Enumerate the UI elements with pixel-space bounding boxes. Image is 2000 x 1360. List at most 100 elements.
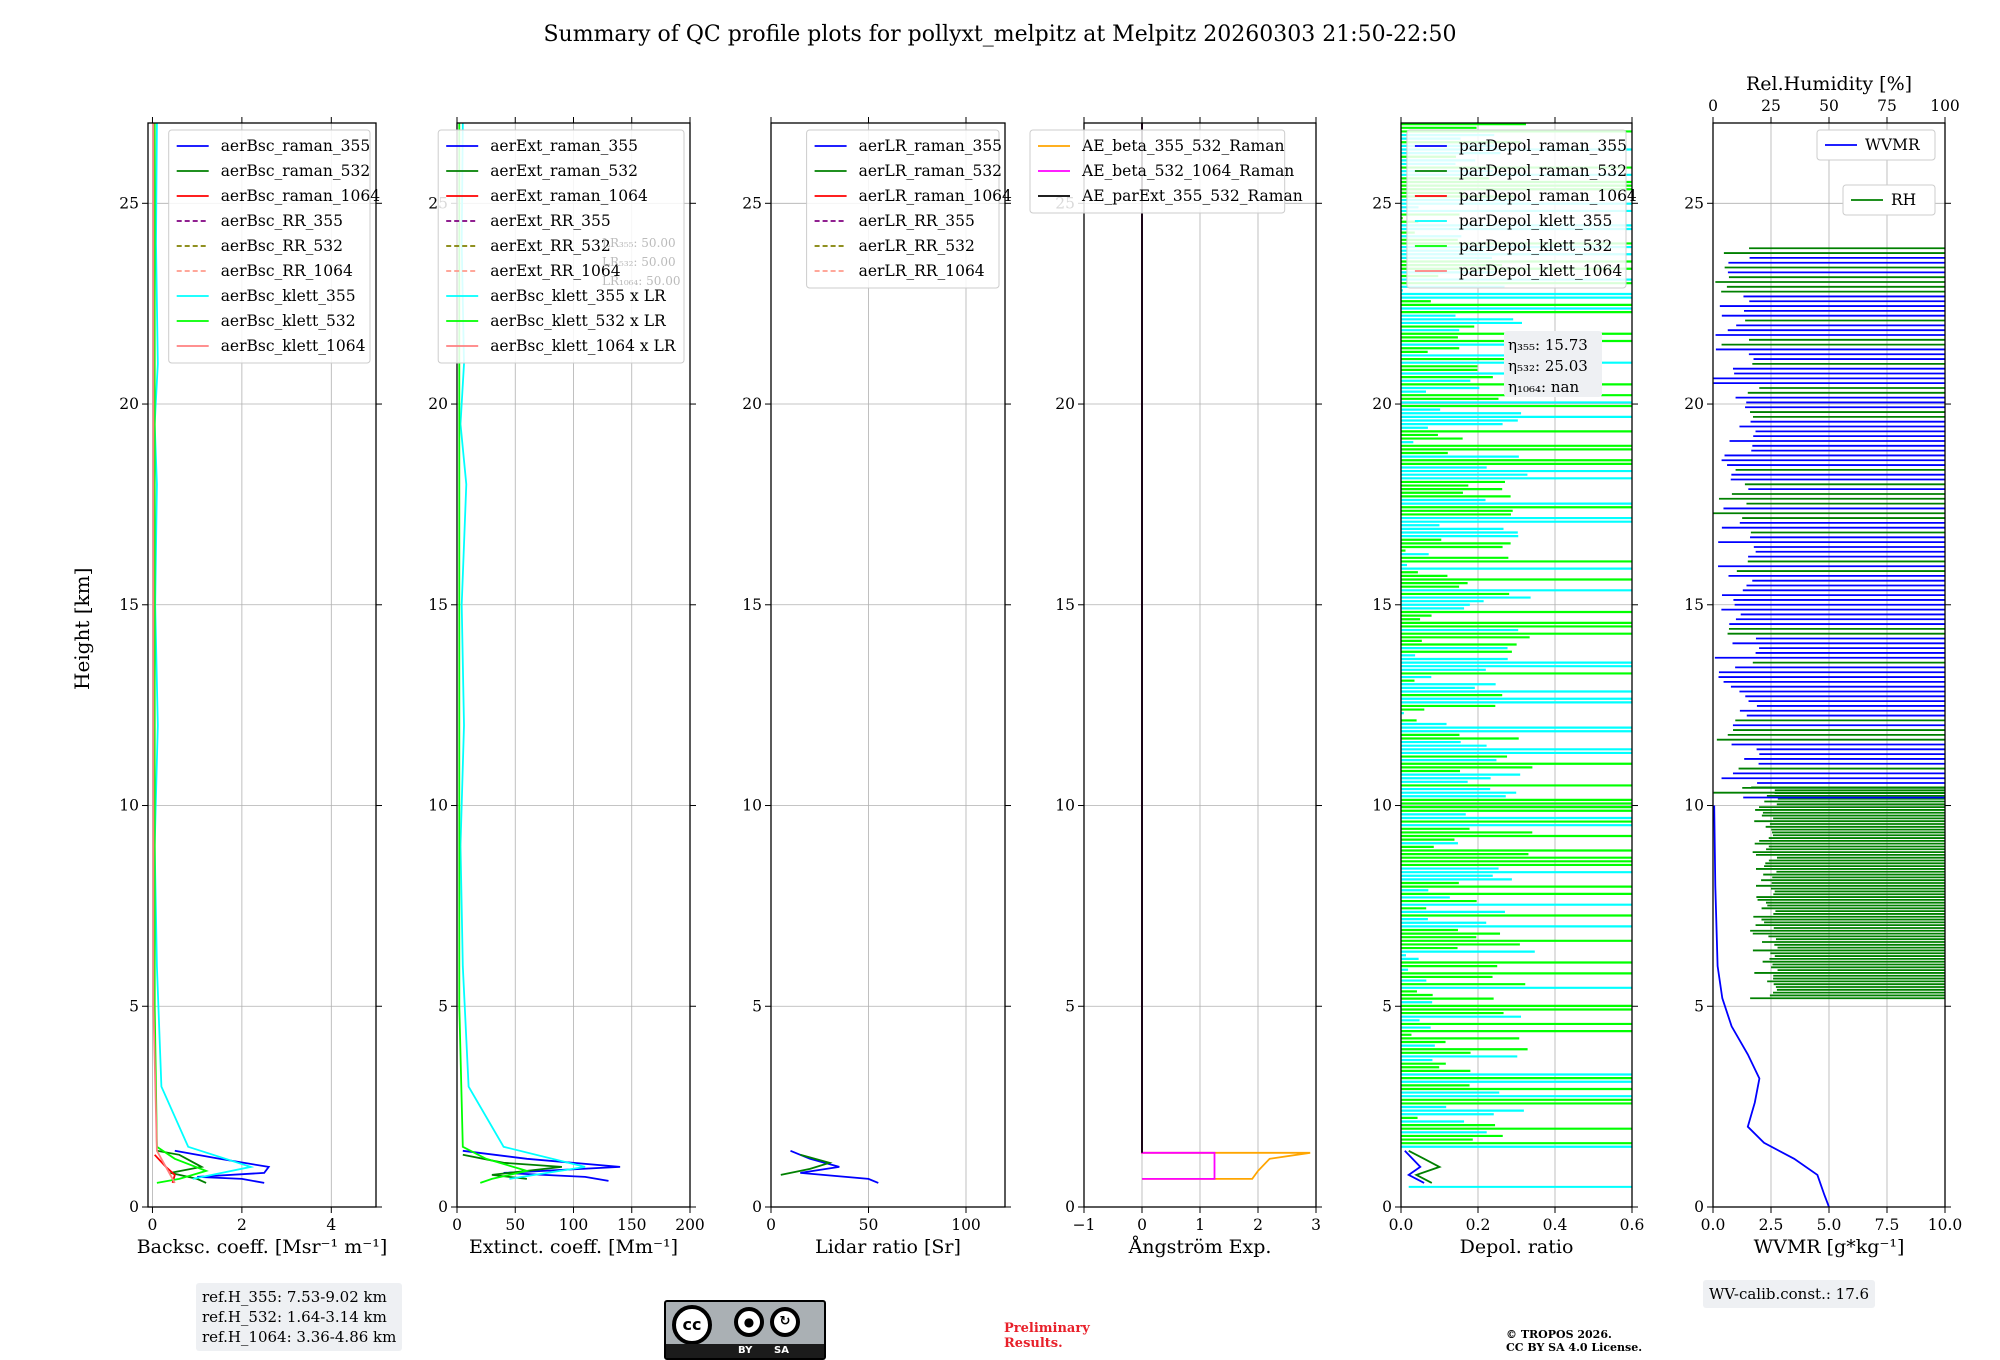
legend-label: aerBsc_klett_355 x LR [490, 287, 667, 305]
y-tick-label: 25 [1684, 194, 1704, 212]
y-tick-label: 0 [752, 1198, 762, 1216]
figure-title: Summary of QC profile plots for pollyxt_… [543, 22, 1457, 47]
x-tick-label: 1 [1195, 1216, 1205, 1234]
xlabel-rel-humidity: Rel.Humidity [%] [1745, 73, 1913, 95]
y-tick-label: 5 [752, 997, 762, 1015]
x-tick-label: 10.0 [1928, 1216, 1963, 1234]
xlabel-backscatter: Backsc. coeff. [Msr⁻¹ m⁻¹] [136, 1236, 388, 1258]
y-tick-label: 20 [119, 395, 139, 413]
legend-label: aerLR_RR_355 [859, 212, 975, 230]
legend-box [806, 129, 1000, 289]
xlabel-lidar-ratio: Lidar ratio [Sr] [815, 1236, 961, 1258]
y-tick-label: 20 [428, 395, 448, 413]
copyright-line-1: © TROPOS 2026. [1506, 1328, 1612, 1341]
legend-label: aerLR_raman_355 [859, 137, 1002, 155]
panel-5: 0.0 2.5 5.0 7.5 10.0 0 5 10 15 20 25 0 25 50 75 100 WVMR… [1684, 97, 1963, 1234]
person-icon: ● [734, 1307, 764, 1337]
x-tick-label: 0 [1137, 1216, 1147, 1234]
legend-label: parDepol_raman_532 [1459, 162, 1627, 180]
eta-annotation: η₅₃₂: 25.03 [1508, 357, 1588, 375]
xlabel-depol: Depol. ratio [1459, 1236, 1574, 1258]
legend-label: aerLR_RR_532 [859, 237, 975, 255]
license-by: BY [738, 1345, 753, 1356]
panel-1: 0501001502000510152025aerExt_raman_355ae… [428, 117, 705, 1234]
y-tick-label: 0 [1065, 1198, 1075, 1216]
y-tick-label: 15 [1372, 596, 1392, 614]
eta-annotation: η₁₀₆₄: nan [1508, 378, 1579, 396]
legend-2: aerLR_raman_355 aerLR_raman_532 aerLR_rama… [806, 129, 1012, 289]
legend-box [1029, 129, 1286, 214]
top-tick-label: 75 [1877, 97, 1897, 115]
y-tick-label: 15 [742, 596, 762, 614]
legend-label: aerExt_raman_532 [490, 162, 638, 180]
cc-logo-icon: cc [672, 1305, 712, 1345]
lr-annotation: LR₅₃₂: 50.00 [602, 255, 676, 269]
y-tick-label: 15 [119, 596, 139, 614]
legend-label: aerLR_RR_1064 [859, 262, 985, 280]
eta-annotation: η₃₅₅: 15.73 [1508, 336, 1588, 354]
y-tick-label: 15 [428, 596, 448, 614]
plot-area-3 [1141, 123, 1311, 1180]
series-aerBsc_klett_532 [153, 123, 209, 1184]
x-tick-label: 50 [859, 1216, 879, 1234]
series-parDepol_raman_355 [1404, 1150, 1425, 1184]
y-tick-label: 10 [428, 797, 448, 815]
legend-label: aerLR_raman_532 [859, 162, 1002, 180]
y-tick-label: 0 [1694, 1198, 1704, 1216]
copyright-line-2: CC BY SA 4.0 License. [1506, 1341, 1643, 1354]
series-aerLR_raman_532 [780, 1153, 833, 1176]
preliminary-line-1: Preliminary [1004, 1321, 1090, 1336]
legend-1: aerExt_raman_355 aerExt_raman_532 aerExt_r… [437, 129, 685, 364]
x-tick-label: 0 [148, 1216, 158, 1234]
legend-label: AE_beta_532_1064_Raman [1081, 162, 1294, 180]
y-tick-label: 20 [1055, 395, 1075, 413]
eta-box [1504, 331, 1602, 397]
y-tick-label: 20 [742, 395, 762, 413]
y-tick-label: 25 [1372, 194, 1392, 212]
y-tick-label: 0 [129, 1198, 139, 1216]
x-tick-label: 150 [617, 1216, 647, 1234]
cc-license-badge: cc ● ↻ BY SA [664, 1300, 826, 1360]
legend-label: aerBsc_RR_355 [221, 212, 343, 230]
series-aerBsc_klett_1064 [152, 123, 176, 1184]
x-tick-label: 0.6 [1620, 1216, 1645, 1234]
y-tick-label: 10 [1055, 797, 1075, 815]
xlabel-extinction: Extinct. coeff. [Mm⁻¹] [468, 1236, 679, 1258]
y-tick-label: 5 [438, 997, 448, 1015]
top-tick-label: 0 [1708, 97, 1718, 115]
legend-label: aerExt_raman_1064 [490, 187, 648, 205]
axes-frame [1400, 122, 1633, 1208]
x-tick-label: 4 [326, 1216, 336, 1234]
x-tick-label: 3 [1311, 1216, 1321, 1234]
copyright-note: © TROPOS 2026. CC BY SA 4.0 License. [1506, 1328, 1642, 1354]
series-aerBsc_klett_355 [153, 123, 255, 1180]
y-tick-label: 5 [1065, 997, 1075, 1015]
x-tick-label: 50 [505, 1216, 525, 1234]
legend-box [1406, 129, 1627, 289]
legend-0: aerBsc_raman_355 aerBsc_raman_532 aerBsc_r… [168, 129, 380, 364]
series-AE_beta_355_532_Raman [1141, 123, 1311, 1180]
legend-label: WVMR [1865, 136, 1921, 154]
legend-box [1842, 184, 1936, 216]
legend-label: AE_beta_355_532_Raman [1081, 137, 1284, 155]
x-tick-label: −1 [1073, 1216, 1096, 1234]
panel-4: 0.0 0.2 0.4 0.6 0 5 10 15 20 25 parDepol_raman_355… [1372, 117, 1644, 1234]
legend-label: aerExt_raman_355 [490, 137, 638, 155]
panel-2: 0 50 1000510152025aerLR_raman_355aerLR_ram… [742, 117, 1012, 1234]
legend-label: aerExt_RR_532 [490, 237, 611, 255]
ticks-3: −101230510152025 [1055, 117, 1322, 1234]
legend-box [437, 129, 685, 364]
series-WVMR [1713, 805, 1830, 1207]
legend-label: aerBsc_raman_532 [221, 162, 371, 180]
x-tick-label: 7.5 [1875, 1216, 1900, 1234]
y-tick-label: 0 [438, 1198, 448, 1216]
legend-label: aerBsc_klett_532 x LR [490, 312, 667, 330]
legend-label: parDepol_raman_355 [1459, 137, 1627, 155]
wv-calib-box: WV-calib.const.: 17.6 [1703, 1280, 1876, 1308]
y-tick-label: 10 [1372, 797, 1392, 815]
legend-label: aerBsc_raman_355 [221, 137, 371, 155]
legend-label: aerExt_RR_355 [490, 212, 611, 230]
license-sa: SA [774, 1345, 789, 1356]
legend-label: parDepol_raman_1064 [1459, 187, 1637, 205]
legend-label: aerBsc_RR_1064 [221, 262, 353, 280]
